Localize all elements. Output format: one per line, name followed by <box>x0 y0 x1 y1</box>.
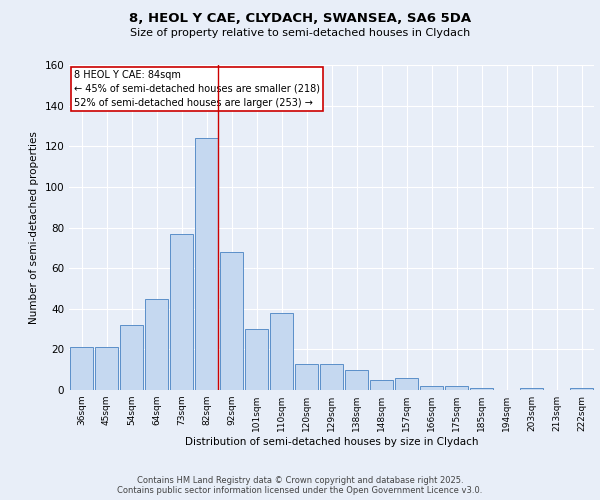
Bar <box>145 298 168 390</box>
Bar <box>570 388 593 390</box>
Bar <box>170 234 193 390</box>
Bar <box>295 364 318 390</box>
Text: Contains HM Land Registry data © Crown copyright and database right 2025.
Contai: Contains HM Land Registry data © Crown c… <box>118 476 482 495</box>
Text: 8, HEOL Y CAE, CLYDACH, SWANSEA, SA6 5DA: 8, HEOL Y CAE, CLYDACH, SWANSEA, SA6 5DA <box>129 12 471 26</box>
Bar <box>270 313 293 390</box>
Bar <box>70 348 93 390</box>
Text: 8 HEOL Y CAE: 84sqm
← 45% of semi-detached houses are smaller (218)
52% of semi-: 8 HEOL Y CAE: 84sqm ← 45% of semi-detach… <box>74 70 320 108</box>
Bar <box>445 386 468 390</box>
Bar <box>245 329 268 390</box>
Bar <box>345 370 368 390</box>
Bar <box>120 325 143 390</box>
Bar <box>520 388 543 390</box>
Y-axis label: Number of semi-detached properties: Number of semi-detached properties <box>29 131 39 324</box>
Bar <box>195 138 218 390</box>
Text: Size of property relative to semi-detached houses in Clydach: Size of property relative to semi-detach… <box>130 28 470 38</box>
Bar <box>395 378 418 390</box>
Bar <box>420 386 443 390</box>
Bar <box>220 252 243 390</box>
Bar <box>320 364 343 390</box>
Bar <box>470 388 493 390</box>
X-axis label: Distribution of semi-detached houses by size in Clydach: Distribution of semi-detached houses by … <box>185 437 478 447</box>
Bar <box>95 348 118 390</box>
Bar <box>370 380 393 390</box>
